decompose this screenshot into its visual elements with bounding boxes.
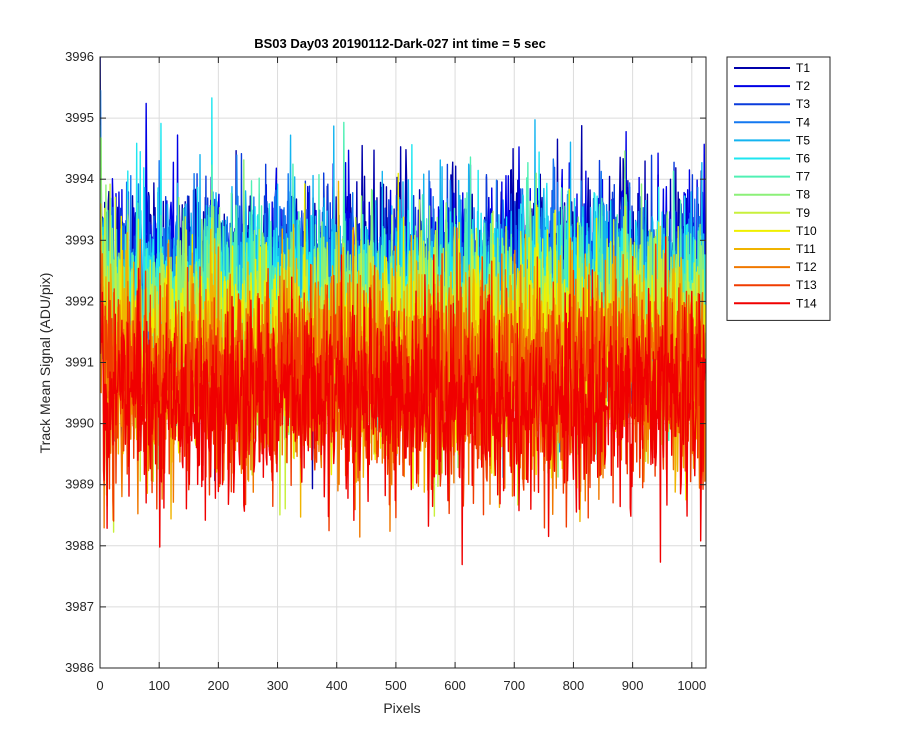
legend-label-t8: T8 — [796, 188, 810, 202]
x-tick-label: 200 — [208, 678, 230, 693]
y-tick-label: 3994 — [65, 171, 94, 186]
x-tick-label: 800 — [563, 678, 585, 693]
y-axis: 3986 3987 3988 3989 3990 3991 3992 3993 3994 3995… — [65, 49, 706, 675]
y-tick-label: 3996 — [65, 49, 94, 64]
legend-label-t2: T2 — [796, 79, 810, 93]
x-tick-label: 100 — [148, 678, 170, 693]
legend-label-t9: T9 — [796, 206, 810, 220]
legend: T1 T2 T3 T4 T5 T6 T7 T8 T9 T10 T11 T12 T13 T14 — [726, 56, 831, 321]
y-tick-label: 3989 — [65, 477, 94, 492]
x-tick-label: 600 — [444, 678, 466, 693]
x-tick-label: 900 — [622, 678, 644, 693]
legend-label-t5: T5 — [796, 133, 810, 147]
y-tick-label: 3988 — [65, 538, 94, 553]
x-tick-label: 700 — [503, 678, 525, 693]
legend-label-t14: T14 — [796, 296, 817, 310]
y-tick-label: 3986 — [65, 660, 94, 675]
series-line-t14 — [100, 236, 706, 566]
x-tick-label: 1000 — [677, 678, 706, 693]
y-axis-label: Track Mean Signal (ADU/pix) — [37, 273, 53, 454]
legend-label-t13: T13 — [796, 278, 817, 292]
chart-title: BS03 Day03 20190112-Dark-027 int time = … — [254, 36, 546, 51]
x-axis-label: Pixels — [383, 700, 420, 716]
y-tick-label: 3993 — [65, 232, 94, 247]
y-tick-label: 3987 — [65, 599, 94, 614]
y-tick-label: 3991 — [65, 355, 94, 370]
x-tick-label: 500 — [385, 678, 407, 693]
legend-label-t10: T10 — [796, 224, 817, 238]
y-tick-label: 3992 — [65, 293, 94, 308]
y-tick-label: 3995 — [65, 110, 94, 125]
legend-label-t3: T3 — [796, 97, 810, 111]
legend-label-t4: T4 — [796, 115, 810, 129]
x-tick-label: 400 — [326, 678, 348, 693]
x-tick-label: 300 — [267, 678, 289, 693]
legend-label-t7: T7 — [796, 170, 810, 184]
legend-box — [726, 56, 831, 321]
x-tick-label: 0 — [96, 678, 103, 693]
legend-label-t1: T1 — [796, 61, 810, 75]
y-tick-label: 3990 — [65, 416, 94, 431]
legend-label-t11: T11 — [796, 242, 816, 256]
legend-label-t6: T6 — [796, 152, 810, 166]
series-layer — [100, 57, 706, 566]
legend-label-t12: T12 — [796, 260, 817, 274]
x-axis: 0 100 200 300 400 500 600 700 800 900 1000 — [96, 57, 706, 693]
